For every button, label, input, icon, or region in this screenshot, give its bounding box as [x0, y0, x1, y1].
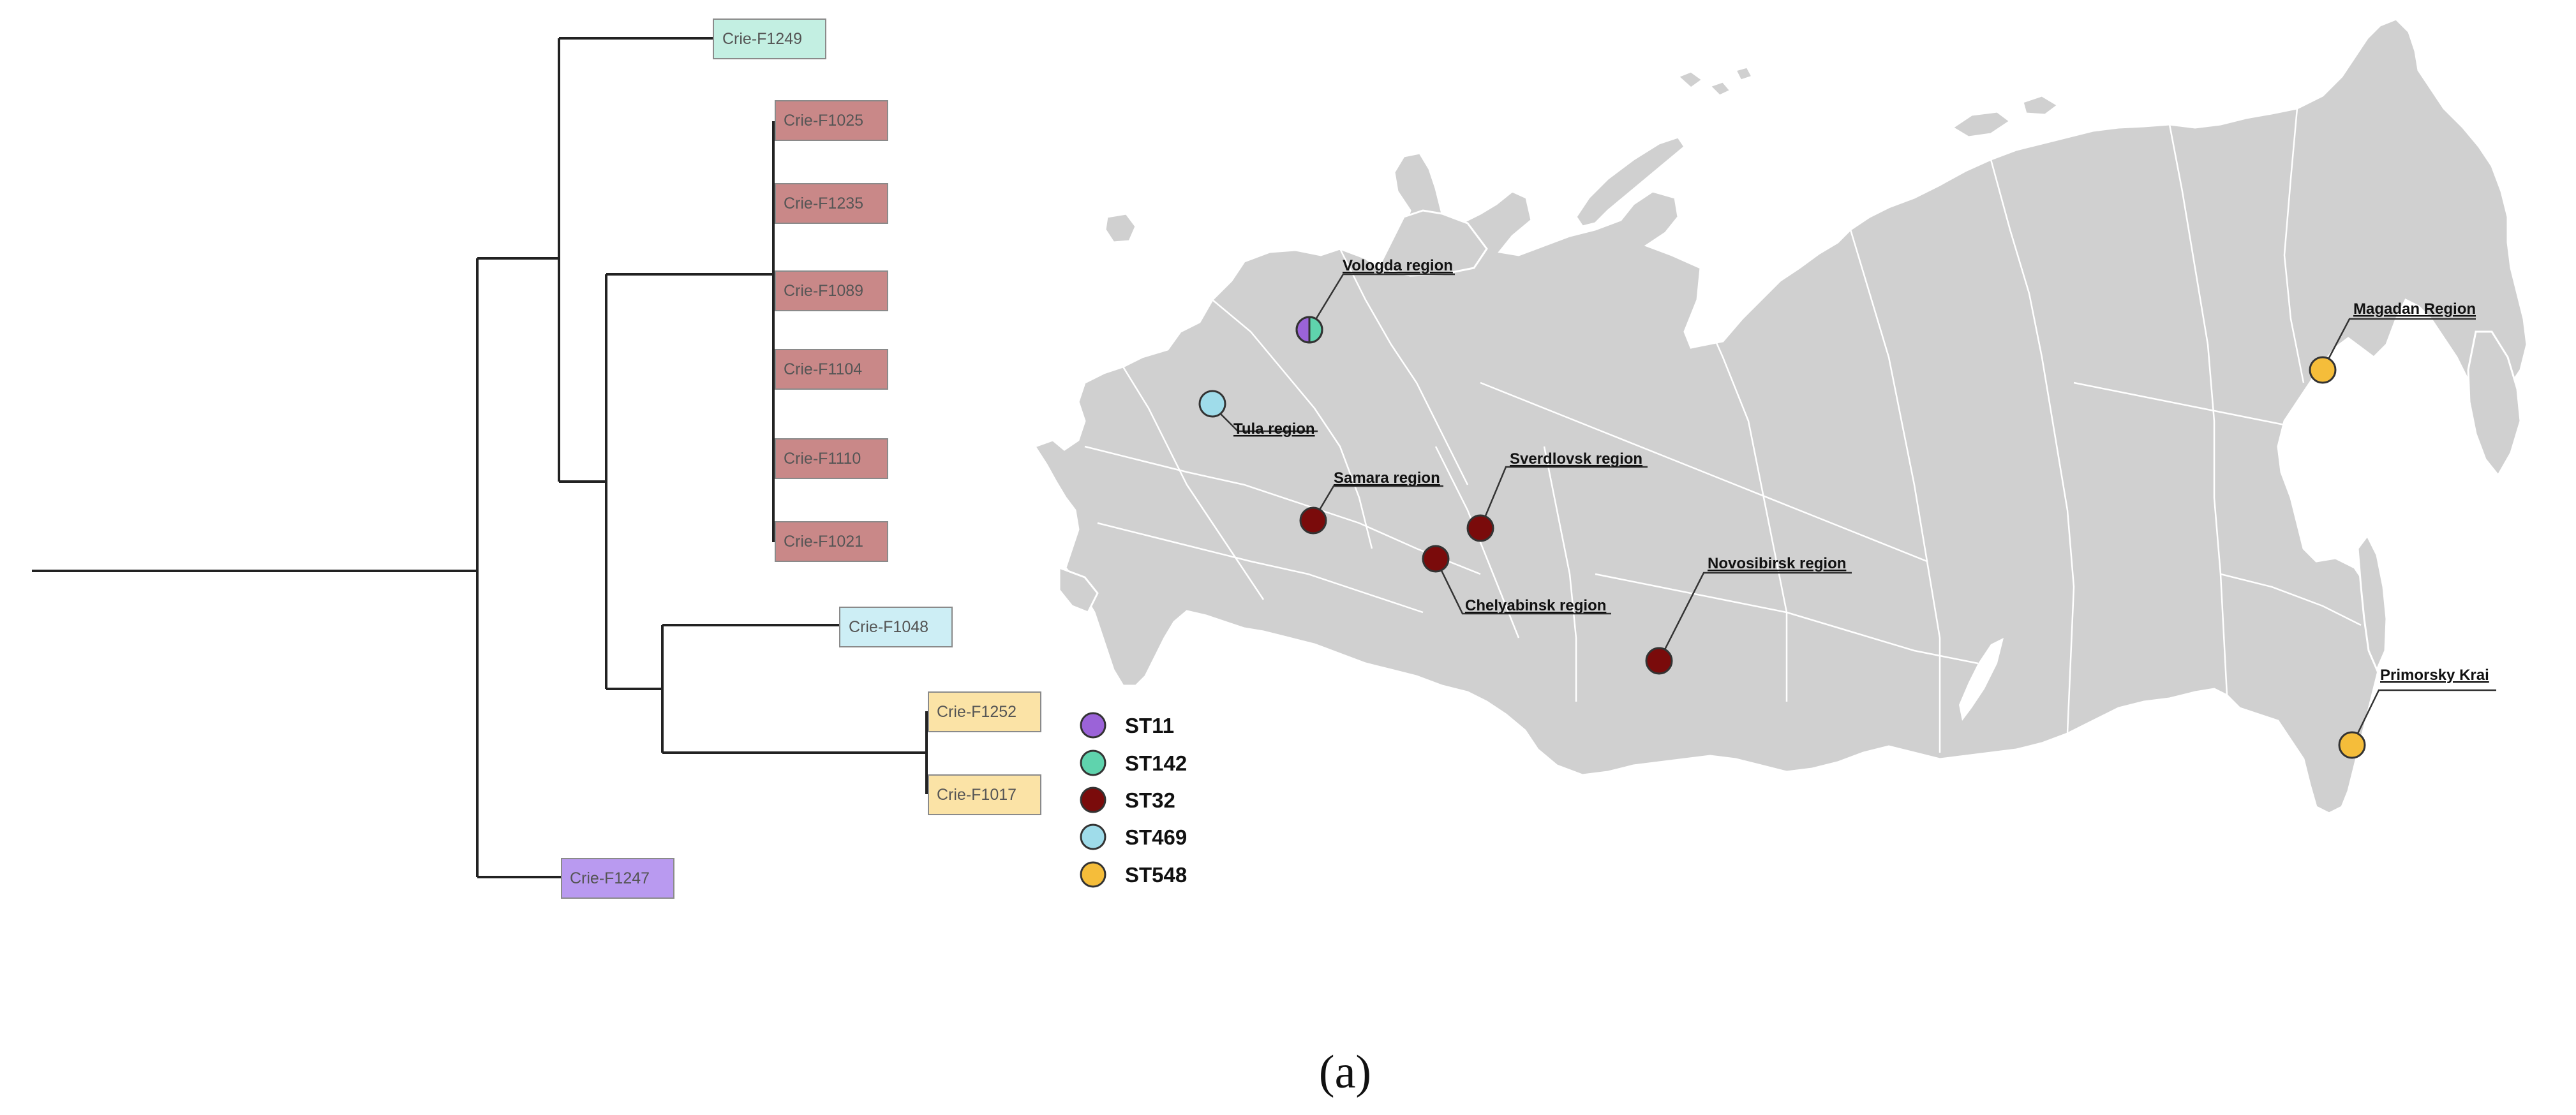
- region-labels: Vologda region Tula region Samara region…: [1233, 257, 2489, 684]
- tip-crie-f1252[interactable]: Crie-F1252: [928, 691, 1041, 732]
- marker-primorsky-krai[interactable]: [2338, 731, 2366, 759]
- legend-item-st469[interactable]: ST469: [1080, 823, 1187, 850]
- tip-label: Crie-F1249: [722, 30, 802, 48]
- southwest-coast: [1058, 566, 1099, 614]
- arctic-islands: [1951, 110, 2012, 138]
- marker-vologda-region[interactable]: [1295, 316, 1323, 344]
- legend: ST11 ST142 ST32 ST469 ST548: [1080, 712, 1187, 888]
- tip-label: Crie-F1247: [570, 869, 650, 887]
- legend-item-st548[interactable]: ST548: [1080, 861, 1187, 888]
- sakhalin: [2356, 534, 2388, 672]
- tip-label: Crie-F1252: [937, 703, 1016, 721]
- region-label-vologda: Vologda region: [1343, 257, 1453, 274]
- marker-tula-region[interactable]: [1198, 390, 1226, 418]
- region-label-samara: Samara region: [1334, 469, 1440, 487]
- russia-mainland: [1033, 18, 2528, 815]
- panel-label: (a): [1319, 1046, 1371, 1098]
- tip-crie-f1048[interactable]: Crie-F1048: [839, 607, 953, 647]
- tip-crie-f1104[interactable]: Crie-F1104: [775, 349, 888, 390]
- marker-samara-region[interactable]: [1299, 506, 1327, 535]
- legend-label: ST11: [1125, 714, 1174, 737]
- tip-label: Crie-F1017: [937, 786, 1016, 804]
- tip-label: Crie-F1104: [784, 360, 862, 378]
- tip-label: Crie-F1025: [784, 112, 863, 129]
- marker-sverdlovsk-region[interactable]: [1466, 514, 1494, 542]
- tip-label: Crie-F1235: [784, 195, 863, 212]
- legend-label: ST469: [1125, 825, 1187, 849]
- legend-label: ST548: [1125, 863, 1187, 887]
- tip-crie-f1089[interactable]: Crie-F1089: [775, 270, 888, 311]
- marker-magadan-region[interactable]: [2309, 356, 2337, 384]
- legend-label: ST32: [1125, 788, 1175, 812]
- region-label-chelyabinsk: Chelyabinsk region: [1465, 597, 1606, 614]
- legend-label: ST142: [1125, 751, 1187, 775]
- region-label-magadan: Magadan Region: [2353, 300, 2476, 318]
- tip-label: Crie-F1048: [849, 618, 928, 636]
- tip-crie-f1235[interactable]: Crie-F1235: [775, 183, 888, 224]
- arctic-islands-2: [2021, 94, 2060, 116]
- franz-josef-land: [1676, 66, 1754, 97]
- leader-lines: [1212, 273, 2496, 746]
- regional-borders: [1084, 108, 2362, 753]
- lake-baikal: [1959, 638, 2004, 721]
- tip-label: Crie-F1021: [784, 533, 863, 550]
- kamchatka: [2467, 330, 2522, 477]
- tree-tips: Crie-F1249 Crie-F1025 Crie-F1235 Crie-F1…: [561, 18, 1041, 899]
- tip-label: Crie-F1110: [784, 450, 861, 468]
- marker-chelyabinsk-region[interactable]: [1422, 545, 1450, 573]
- region-label-primorsky: Primorsky Krai: [2380, 667, 2489, 684]
- novaya-zemlya: [1575, 136, 1686, 228]
- tip-crie-f1247[interactable]: Crie-F1247: [561, 858, 674, 899]
- legend-item-st142[interactable]: ST142: [1080, 749, 1187, 776]
- legend-item-st11[interactable]: ST11: [1080, 712, 1174, 739]
- tip-crie-f1021[interactable]: Crie-F1021: [775, 521, 888, 562]
- legend-item-st32[interactable]: ST32: [1080, 786, 1175, 813]
- kaliningrad: [1104, 212, 1137, 244]
- region-label-novosibirsk: Novosibirsk region: [1708, 555, 1846, 572]
- russia-map: Vologda region Tula region Samara region…: [1033, 18, 2528, 815]
- tip-crie-f1017[interactable]: Crie-F1017: [928, 774, 1041, 815]
- marker-novosibirsk-region[interactable]: [1645, 647, 1673, 675]
- phylogenetic-tree: [32, 37, 928, 878]
- region-markers: [1198, 316, 2366, 759]
- region-label-sverdlovsk: Sverdlovsk region: [1510, 450, 1642, 468]
- tip-crie-f1025[interactable]: Crie-F1025: [775, 100, 888, 141]
- tip-crie-f1110[interactable]: Crie-F1110: [775, 438, 888, 479]
- region-label-tula: Tula region: [1233, 420, 1315, 438]
- tip-label: Crie-F1089: [784, 282, 863, 300]
- tip-crie-f1249[interactable]: Crie-F1249: [713, 18, 826, 59]
